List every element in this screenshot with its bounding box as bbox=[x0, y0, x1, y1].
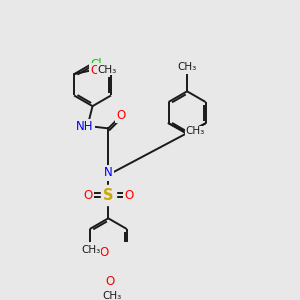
Text: O: O bbox=[83, 189, 92, 202]
Text: CH₃: CH₃ bbox=[82, 245, 101, 255]
Text: CH₃: CH₃ bbox=[178, 62, 197, 72]
Text: O: O bbox=[99, 246, 108, 259]
Text: O: O bbox=[124, 189, 133, 202]
Text: CH₃: CH₃ bbox=[102, 291, 122, 300]
Text: NH: NH bbox=[76, 120, 94, 133]
Text: CH₃: CH₃ bbox=[97, 65, 116, 76]
Text: N: N bbox=[104, 167, 113, 179]
Text: CH₃: CH₃ bbox=[185, 126, 205, 136]
Text: O: O bbox=[117, 109, 126, 122]
Text: Cl: Cl bbox=[90, 58, 102, 71]
Text: S: S bbox=[103, 188, 113, 202]
Text: O: O bbox=[106, 275, 115, 288]
Text: O: O bbox=[91, 64, 100, 77]
